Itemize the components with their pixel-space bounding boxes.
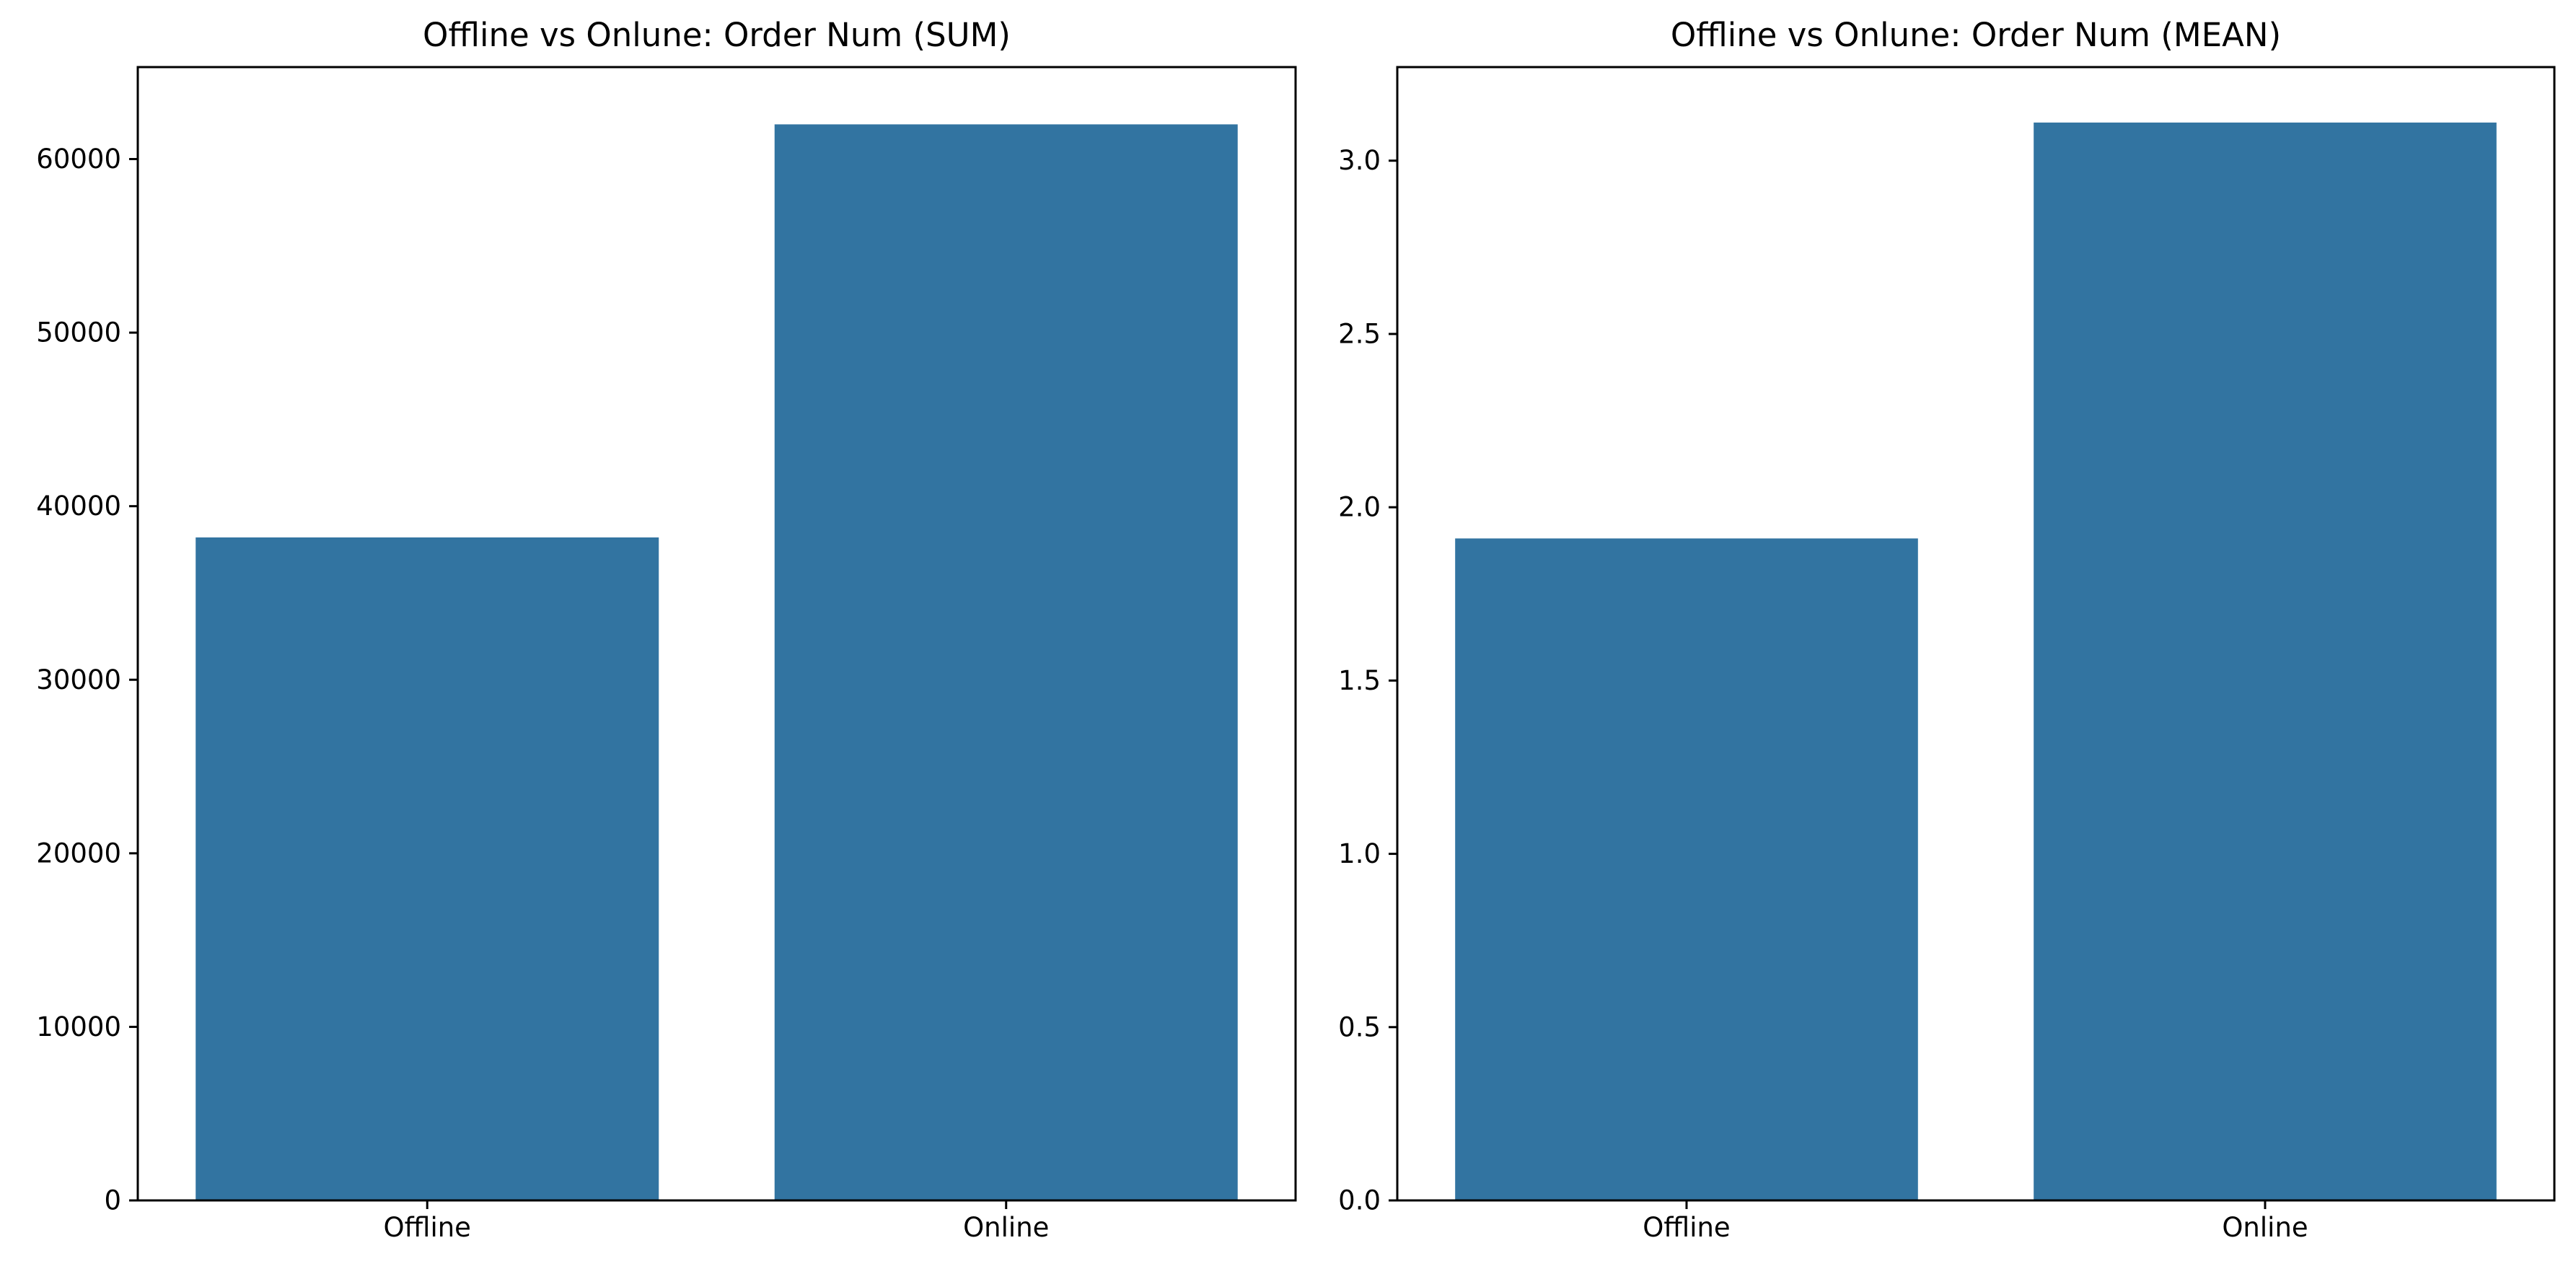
mean-chart-title: Offline vs Onlune: Order Num (MEAN) [1671, 16, 2281, 54]
sum-bar-online [774, 124, 1238, 1200]
sum-x-tick-label-online: Online [963, 1212, 1049, 1243]
mean-y-tick-label: 1.0 [1338, 838, 1381, 869]
sum-chart-title: Offline vs Onlune: Order Num (SUM) [423, 16, 1011, 54]
mean-chart: 0.0 0.5 1.0 1.5 2.0 2.5 3.0 Offline Online Offlin… [1338, 16, 2556, 1243]
mean-y-tick-label: 3.0 [1338, 145, 1381, 176]
sum-y-tick-label: 10000 [36, 1011, 121, 1042]
mean-y-tick-label: 0.0 [1338, 1185, 1381, 1216]
sum-chart: 0 10000 20000 30000 40000 50000 60000 Offline On… [36, 16, 1297, 1243]
mean-bar-offline [1455, 538, 1918, 1200]
mean-y-tick-label: 1.5 [1338, 665, 1381, 696]
sum-x-tick-label-offline: Offline [384, 1212, 471, 1243]
mean-y-tick-label: 2.5 [1338, 318, 1381, 349]
sum-axes-frame [136, 66, 1297, 1202]
sum-y-tick-label: 60000 [36, 144, 121, 175]
sum-y-tick-label: 40000 [36, 491, 121, 522]
sum-y-tick-label: 20000 [36, 838, 121, 869]
mean-y-tick-label: 2.0 [1338, 492, 1381, 523]
mean-axes-frame [1396, 66, 2556, 1202]
mean-bar-online [2034, 122, 2497, 1200]
sum-bar-offline [195, 537, 659, 1200]
sum-y-tick-label: 0 [104, 1185, 121, 1216]
mean-x-tick-label-offline: Offline [1643, 1212, 1730, 1243]
mean-x-tick-label-online: Online [2222, 1212, 2308, 1243]
sum-y-tick-label: 50000 [36, 317, 121, 348]
mean-y-tick-label: 0.5 [1338, 1011, 1381, 1042]
sum-y-tick-label: 30000 [36, 664, 121, 695]
